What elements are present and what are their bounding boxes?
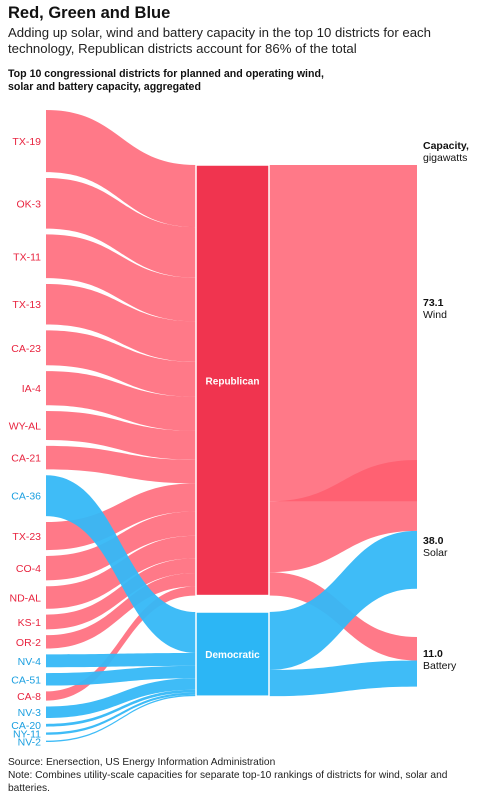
flow-nv-2 <box>46 694 196 742</box>
tech-value-solar: 38.0 <box>423 535 444 547</box>
district-party-flows <box>46 110 196 742</box>
tech-label-solar: Solar <box>423 547 448 559</box>
flow-tx-19 <box>46 110 196 228</box>
district-label-wy-al: WY-AL <box>9 421 41 433</box>
chart-title-main: Red, Green and Blue <box>8 4 171 22</box>
flow-tx-23 <box>46 483 196 551</box>
flow-republican-wind <box>269 165 417 502</box>
district-label-tx-23: TX-23 <box>12 531 41 543</box>
district-label-ca-20: CA-20 <box>11 720 41 732</box>
flow-ca-51 <box>46 665 196 686</box>
units-header-line1: Capacity, <box>423 140 469 152</box>
flow-nv-3 <box>46 678 196 718</box>
district-label-or-2: OR-2 <box>16 637 41 649</box>
district-label-ca-51: CA-51 <box>11 674 41 686</box>
node-republican <box>195 164 270 597</box>
district-label-ca-8: CA-8 <box>17 691 41 703</box>
district-label-ok-3: OK-3 <box>16 198 41 210</box>
tech-value-wind: 73.1 <box>423 297 444 309</box>
flow-nv-4 <box>46 652 196 668</box>
flow-tx-13 <box>46 283 196 362</box>
flow-democratic-battery <box>269 660 417 697</box>
sankey-nodes <box>195 164 270 697</box>
district-label-co-4: CO-4 <box>16 563 41 575</box>
flow-ks-1 <box>46 558 196 630</box>
flow-tx-11 <box>46 234 196 322</box>
tech-value-battery: 11.0 <box>423 648 443 660</box>
flow-ca-36 <box>46 475 196 653</box>
district-label-nd-al: ND-AL <box>9 592 41 604</box>
district-label-tx-19: TX-19 <box>12 136 41 148</box>
chart-subtitle: Adding up solar, wind and battery capaci… <box>8 25 431 56</box>
flow-ok-3 <box>46 177 196 278</box>
sankey-labels: TX-19 OK-3 TX-11 TX-13 CA-23 IA-4 WY-AL CA-21 CA… <box>9 136 469 748</box>
chart-heading: Top 10 congressional districts for plann… <box>8 68 324 93</box>
node-democratic <box>195 611 270 697</box>
district-label-ks-1: KS-1 <box>18 617 42 629</box>
flow-ia-4 <box>46 371 196 431</box>
district-label-ca-36: CA-36 <box>11 491 41 503</box>
district-label-ca-23: CA-23 <box>11 343 41 355</box>
flow-ca-23 <box>46 330 196 397</box>
flow-ca-20 <box>46 689 196 727</box>
district-label-ny-11: NY-11 <box>13 729 41 741</box>
district-label-tx-11: TX-11 <box>13 251 41 263</box>
tech-label-battery: Battery <box>423 660 457 672</box>
flow-ca-8 <box>46 586 196 701</box>
source-note: Source: Enersection, US Energy Informati… <box>8 757 276 768</box>
flow-wy-al <box>46 411 196 460</box>
district-label-nv-2: NV-2 <box>18 736 42 748</box>
district-label-nv-3: NV-3 <box>18 707 42 719</box>
footnote: Note: Combines utility-scale capacities … <box>8 770 448 794</box>
flow-democratic-solar <box>269 530 417 670</box>
district-label-tx-13: TX-13 <box>12 299 41 311</box>
flow-ny-11 <box>46 692 196 735</box>
district-label-ca-21: CA-21 <box>11 453 41 465</box>
district-label-nv-4: NV-4 <box>18 656 42 668</box>
tech-label-wind: Wind <box>423 309 447 321</box>
flow-or-2 <box>46 573 196 649</box>
units-header-line2: gigawatts <box>423 152 467 164</box>
party-technology-flows <box>269 165 417 697</box>
flow-republican-solar <box>269 460 417 573</box>
district-label-ia-4: IA-4 <box>22 383 41 395</box>
party-label-republican: Republican <box>206 376 260 387</box>
party-label-democratic: Democratic <box>205 650 260 661</box>
flow-ca-21 <box>46 445 196 484</box>
